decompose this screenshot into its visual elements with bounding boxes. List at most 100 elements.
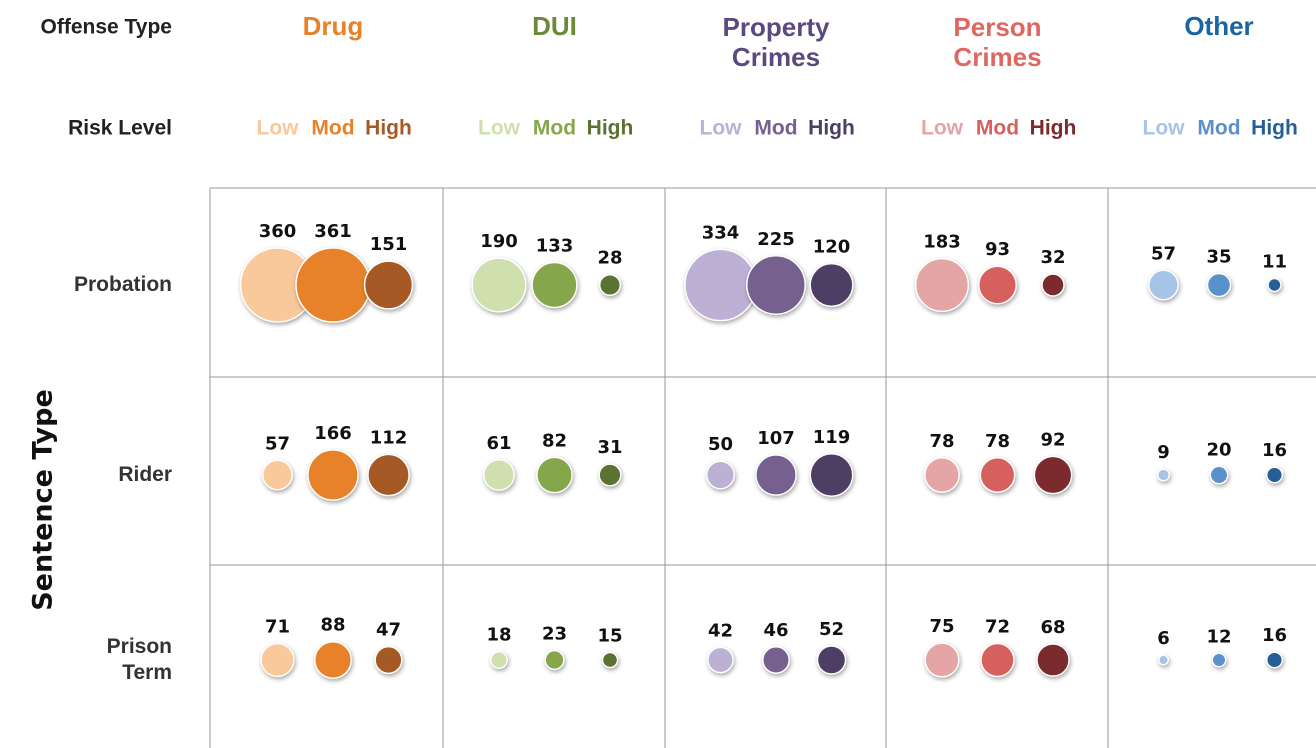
bubble: [313, 640, 353, 680]
bubble: [977, 265, 1018, 305]
bubble: [924, 642, 960, 678]
value-label: 28: [597, 248, 622, 269]
value-label: 225: [757, 229, 795, 250]
value-label: 78: [985, 431, 1010, 452]
level-label: Low: [1143, 117, 1186, 140]
value-label: 42: [708, 620, 733, 641]
value-label: 16: [1262, 625, 1287, 646]
level-label: Mod: [1197, 117, 1240, 140]
bubble: [914, 257, 970, 313]
bubble: [262, 459, 293, 491]
level-label: Mod: [533, 117, 576, 140]
bubble: [363, 260, 414, 310]
value-label: 12: [1206, 626, 1231, 647]
value-label: 20: [1206, 439, 1231, 460]
value-label: 334: [702, 222, 740, 243]
value-label: 61: [486, 433, 511, 454]
bubble: [598, 463, 622, 487]
value-label: 72: [985, 616, 1010, 637]
level-label: Mod: [754, 117, 797, 140]
bubble: [471, 257, 527, 313]
row-label: Probation: [74, 273, 172, 296]
bubble: [1265, 466, 1284, 484]
value-label: 47: [376, 620, 401, 641]
level-label: High: [1251, 117, 1298, 140]
bubble: [1209, 465, 1229, 485]
bubble: [1033, 455, 1073, 495]
value-label: 88: [320, 615, 345, 636]
bubble: [307, 449, 359, 501]
bubble: [1267, 277, 1282, 293]
column-header: Offense Type: [41, 16, 172, 39]
bubble: [684, 248, 757, 322]
bubble: [536, 456, 573, 494]
level-label: High: [365, 117, 412, 140]
value-label: 11: [1262, 252, 1287, 273]
bubble: [295, 247, 371, 323]
bubble: [374, 645, 403, 675]
group-label: Property Crimes: [723, 12, 830, 72]
value-label: 57: [265, 433, 290, 454]
value-label: 75: [929, 616, 954, 637]
value-label: 183: [923, 232, 961, 253]
value-label: 50: [708, 434, 733, 455]
bubble: [979, 457, 1016, 493]
group-label: Drug: [303, 11, 364, 41]
bubble: [1156, 468, 1171, 482]
value-label: 360: [259, 221, 297, 242]
bubble: [1148, 269, 1179, 301]
value-label: 82: [542, 430, 567, 451]
value-label: 6: [1157, 628, 1170, 649]
value-label: 15: [597, 625, 622, 646]
grid: [209, 187, 1316, 748]
value-label: 78: [929, 431, 954, 452]
value-label: 18: [486, 625, 511, 646]
bubble: [544, 649, 565, 671]
bubble: [367, 453, 410, 497]
row-label: Rider: [118, 463, 172, 486]
bubble: [1157, 654, 1170, 666]
value-label: 31: [597, 437, 622, 458]
value-label: 93: [985, 239, 1010, 260]
value-label: 16: [1262, 440, 1287, 461]
level-label: Mod: [311, 117, 354, 140]
group-label: DUI: [532, 11, 577, 41]
level-label: Low: [478, 117, 521, 140]
bubble: [483, 459, 515, 491]
bubble: [260, 642, 295, 678]
bubble: [1211, 652, 1227, 668]
value-label: 32: [1040, 247, 1065, 268]
value-label: 92: [1040, 429, 1065, 450]
value-label: 23: [542, 624, 567, 645]
bubble: [1206, 272, 1232, 298]
level-header: Risk Level: [68, 117, 172, 140]
value-label: 361: [314, 221, 352, 242]
bubble: [809, 453, 854, 497]
level-label: Mod: [976, 117, 1019, 140]
bubble: [707, 646, 734, 674]
value-label: 119: [813, 427, 851, 448]
bubble: [980, 642, 1015, 678]
bubble: [489, 650, 509, 670]
value-label: 52: [819, 619, 844, 640]
row-label: Prison Term: [107, 635, 172, 684]
bubble: [755, 454, 797, 496]
value-label: 35: [1206, 246, 1231, 267]
bubble: [531, 261, 578, 309]
value-label: 120: [813, 237, 851, 258]
level-label: Low: [921, 117, 964, 140]
value-label: 107: [757, 428, 795, 449]
group-label: Other: [1184, 11, 1253, 41]
bubble: [762, 646, 790, 674]
value-label: 151: [370, 234, 408, 255]
level-label: High: [587, 117, 634, 140]
bubble: [705, 460, 736, 490]
bubble: [924, 457, 960, 493]
row-axis-label: Sentence Type: [28, 389, 59, 611]
bubble: [1036, 643, 1070, 677]
bubble: [1041, 273, 1065, 297]
bubble: [746, 255, 806, 315]
bubble: [1265, 651, 1284, 669]
level-label: Low: [257, 117, 300, 140]
